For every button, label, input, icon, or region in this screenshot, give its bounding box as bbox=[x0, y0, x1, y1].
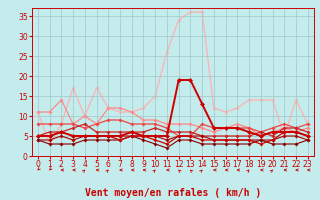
Text: Vent moyen/en rafales ( km/h ): Vent moyen/en rafales ( km/h ) bbox=[85, 188, 261, 198]
